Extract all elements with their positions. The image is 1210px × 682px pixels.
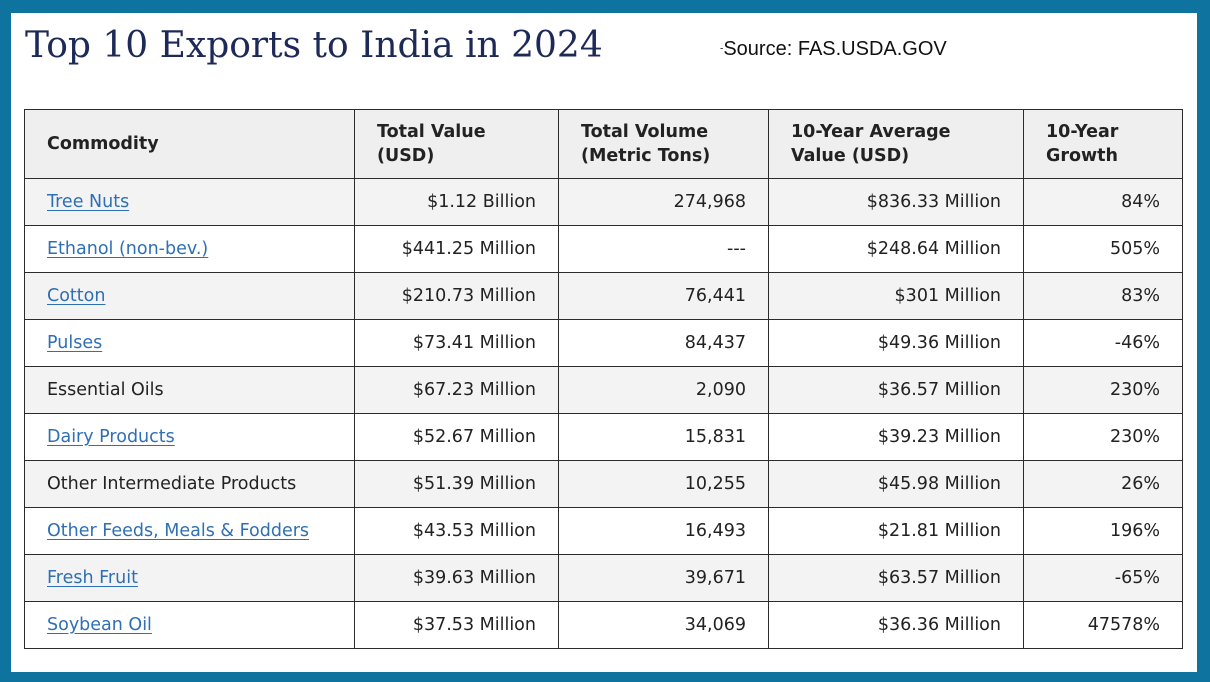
avg-value-cell: $36.57 Million bbox=[768, 366, 1024, 414]
growth-cell: 196% bbox=[1023, 507, 1183, 555]
table-row: Essential Oils $67.23 Million 2,090 $36.… bbox=[24, 366, 1183, 414]
growth-cell: 84% bbox=[1023, 178, 1183, 226]
total-volume-cell: 274,968 bbox=[558, 178, 769, 226]
table-row: Ethanol (non-bev.) $441.25 Million --- $… bbox=[24, 225, 1183, 273]
growth-cell: -65% bbox=[1023, 554, 1183, 602]
commodity-cell: Ethanol (non-bev.) bbox=[24, 225, 355, 273]
commodity-cell: Essential Oils bbox=[24, 366, 355, 414]
total-value-cell: $67.23 Million bbox=[354, 366, 559, 414]
total-value-cell: $52.67 Million bbox=[354, 413, 559, 461]
column-header-avg-value: 10-Year Average Value (USD) bbox=[768, 109, 1024, 179]
total-volume-cell: 2,090 bbox=[558, 366, 769, 414]
commodity-cell: Other Intermediate Products bbox=[24, 460, 355, 508]
total-volume-cell: 76,441 bbox=[558, 272, 769, 320]
table-row: Cotton $210.73 Million 76,441 $301 Milli… bbox=[24, 272, 1183, 320]
table-row: Dairy Products $52.67 Million 15,831 $39… bbox=[24, 413, 1183, 461]
column-header-growth: 10-Year Growth bbox=[1023, 109, 1183, 179]
total-value-cell: $73.41 Million bbox=[354, 319, 559, 367]
growth-cell: 230% bbox=[1023, 366, 1183, 414]
total-volume-cell: --- bbox=[558, 225, 769, 273]
total-volume-cell: 39,671 bbox=[558, 554, 769, 602]
growth-cell: 26% bbox=[1023, 460, 1183, 508]
commodity-link[interactable]: Tree Nuts bbox=[47, 192, 130, 212]
commodity-link[interactable]: Other Feeds, Meals & Fodders bbox=[47, 521, 310, 541]
total-volume-cell: 10,255 bbox=[558, 460, 769, 508]
commodity-cell: Tree Nuts bbox=[24, 178, 355, 226]
content-panel: Top 10 Exports to India in 2024 -Source:… bbox=[11, 13, 1197, 672]
commodity-label: Other Intermediate Products bbox=[47, 474, 297, 494]
table-header-row: Commodity Total Value (USD) Total Volume… bbox=[24, 109, 1183, 179]
avg-value-cell: $21.81 Million bbox=[768, 507, 1024, 555]
commodity-cell: Dairy Products bbox=[24, 413, 355, 461]
total-value-cell: $51.39 Million bbox=[354, 460, 559, 508]
page-title: Top 10 Exports to India in 2024 bbox=[25, 25, 603, 66]
total-value-cell: $37.53 Million bbox=[354, 601, 559, 649]
avg-value-cell: $39.23 Million bbox=[768, 413, 1024, 461]
avg-value-cell: $63.57 Million bbox=[768, 554, 1024, 602]
column-header-total-value: Total Value (USD) bbox=[354, 109, 559, 179]
total-value-cell: $43.53 Million bbox=[354, 507, 559, 555]
commodity-cell: Other Feeds, Meals & Fodders bbox=[24, 507, 355, 555]
total-value-cell: $39.63 Million bbox=[354, 554, 559, 602]
table-row: Other Feeds, Meals & Fodders $43.53 Mill… bbox=[24, 507, 1183, 555]
total-value-cell: $1.12 Billion bbox=[354, 178, 559, 226]
column-header-commodity: Commodity bbox=[24, 109, 355, 179]
commodity-cell: Pulses bbox=[24, 319, 355, 367]
source-note: -Source: FAS.USDA.GOV bbox=[720, 36, 947, 63]
growth-cell: 83% bbox=[1023, 272, 1183, 320]
commodity-label: Essential Oils bbox=[47, 380, 164, 400]
commodity-link[interactable]: Pulses bbox=[47, 333, 103, 353]
commodity-cell: Cotton bbox=[24, 272, 355, 320]
avg-value-cell: $836.33 Million bbox=[768, 178, 1024, 226]
total-value-cell: $210.73 Million bbox=[354, 272, 559, 320]
commodity-link[interactable]: Cotton bbox=[47, 286, 106, 306]
avg-value-cell: $301 Million bbox=[768, 272, 1024, 320]
commodity-link[interactable]: Dairy Products bbox=[47, 427, 175, 447]
avg-value-cell: $49.36 Million bbox=[768, 319, 1024, 367]
total-volume-cell: 16,493 bbox=[558, 507, 769, 555]
growth-cell: 47578% bbox=[1023, 601, 1183, 649]
total-volume-cell: 34,069 bbox=[558, 601, 769, 649]
commodity-cell: Fresh Fruit bbox=[24, 554, 355, 602]
growth-cell: 230% bbox=[1023, 413, 1183, 461]
table-row: Soybean Oil $37.53 Million 34,069 $36.36… bbox=[24, 601, 1183, 649]
source-mark: - bbox=[720, 43, 724, 55]
growth-cell: -46% bbox=[1023, 319, 1183, 367]
growth-cell: 505% bbox=[1023, 225, 1183, 273]
source-text: Source: FAS.USDA.GOV bbox=[723, 38, 947, 60]
avg-value-cell: $45.98 Million bbox=[768, 460, 1024, 508]
total-volume-cell: 15,831 bbox=[558, 413, 769, 461]
avg-value-cell: $36.36 Million bbox=[768, 601, 1024, 649]
commodity-link[interactable]: Fresh Fruit bbox=[47, 568, 138, 588]
commodity-link[interactable]: Ethanol (non-bev.) bbox=[47, 239, 209, 259]
avg-value-cell: $248.64 Million bbox=[768, 225, 1024, 273]
total-value-cell: $441.25 Million bbox=[354, 225, 559, 273]
table-row: Fresh Fruit $39.63 Million 39,671 $63.57… bbox=[24, 554, 1183, 602]
table-row: Pulses $73.41 Million 84,437 $49.36 Mill… bbox=[24, 319, 1183, 367]
total-volume-cell: 84,437 bbox=[558, 319, 769, 367]
commodity-link[interactable]: Soybean Oil bbox=[47, 615, 152, 635]
table-row: Other Intermediate Products $51.39 Milli… bbox=[24, 460, 1183, 508]
table-row: Tree Nuts $1.12 Billion 274,968 $836.33 … bbox=[24, 178, 1183, 226]
commodity-cell: Soybean Oil bbox=[24, 601, 355, 649]
exports-table: Commodity Total Value (USD) Total Volume… bbox=[24, 109, 1183, 649]
column-header-total-volume: Total Volume (Metric Tons) bbox=[558, 109, 769, 179]
